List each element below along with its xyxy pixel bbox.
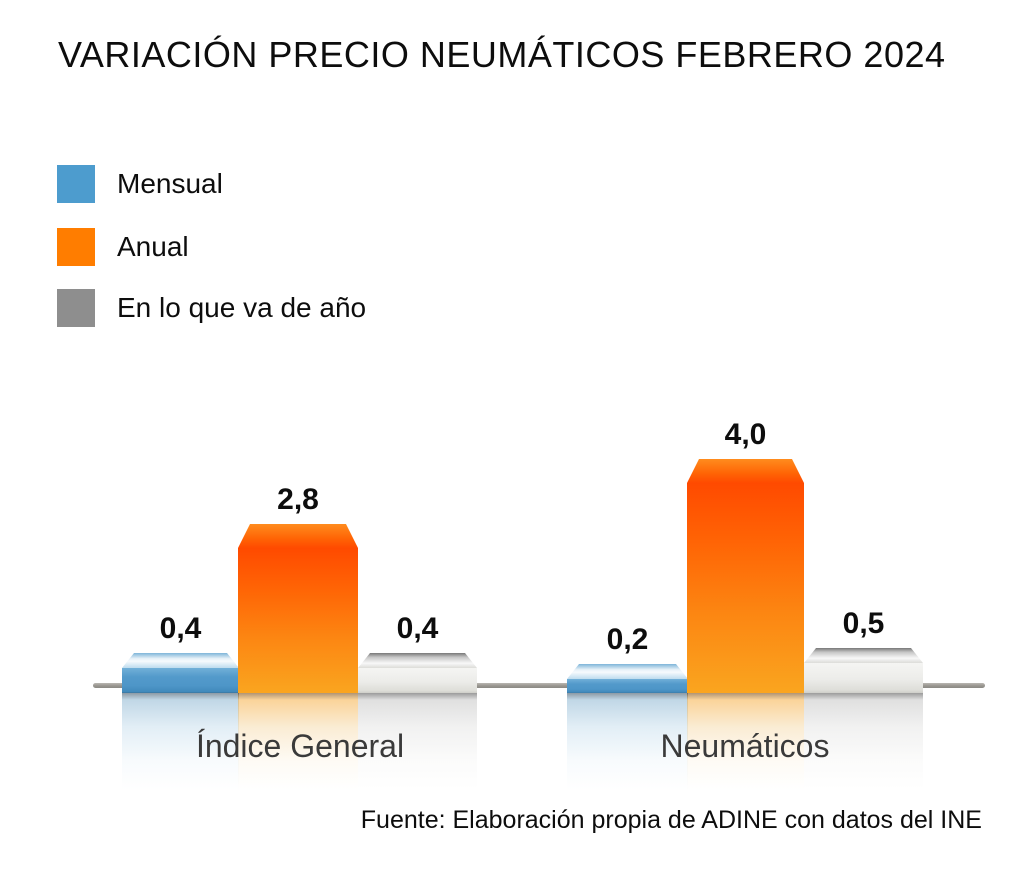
bar-anual-indice-general: 2,8 bbox=[238, 483, 358, 790]
category-label-indice-general: Índice General bbox=[195, 728, 405, 764]
source-note: Fuente: Elaboración propia de ADINE con … bbox=[360, 806, 982, 834]
legend-swatch-en-lo-que-va-de-ano bbox=[57, 289, 95, 327]
bar-value-label: 0,4 bbox=[159, 612, 202, 645]
legend-item-en-lo-que-va-de-ano: En lo que va de año bbox=[57, 288, 366, 328]
x-axis-baseline bbox=[93, 683, 985, 688]
bar-top-face bbox=[687, 459, 804, 483]
bar-value-label: 0,5 bbox=[842, 607, 885, 640]
bar-front-face bbox=[358, 668, 477, 693]
legend-label-mensual: Mensual bbox=[117, 168, 223, 199]
bar-front-face bbox=[567, 679, 688, 693]
page-title: VARIACIÓN PRECIO NEUMÁTICOS FEBRERO 2024 bbox=[58, 34, 946, 75]
bar-value-label: 4,0 bbox=[724, 418, 767, 451]
bar-front-face bbox=[238, 548, 358, 693]
bar-front-face bbox=[122, 668, 239, 693]
bar-mensual-indice-general: 0,4 bbox=[122, 612, 239, 790]
bar-en-lo-que-va-de-ano-indice-general: 0,4 bbox=[358, 612, 477, 790]
legend-item-anual: Anual bbox=[57, 227, 189, 267]
category-label-neumaticos: Neumáticos bbox=[660, 728, 830, 764]
bar-top-face bbox=[122, 653, 239, 668]
legend-label-anual: Anual bbox=[117, 231, 189, 262]
bar-top-face bbox=[358, 653, 477, 668]
bar-en-lo-que-va-de-ano-neumaticos: 0,5 bbox=[804, 607, 923, 790]
bar-front-face bbox=[804, 663, 923, 693]
bar-front-face bbox=[687, 483, 804, 693]
legend-swatch-mensual bbox=[57, 165, 95, 203]
bar-top-face bbox=[804, 648, 923, 663]
bar-value-label: 0,4 bbox=[396, 612, 439, 645]
bar-anual-neumaticos: 4,0 bbox=[687, 418, 804, 790]
bar-mensual-neumaticos: 0,2 bbox=[567, 623, 688, 790]
bar-top-face bbox=[238, 524, 358, 548]
bar-value-label: 0,2 bbox=[606, 623, 649, 656]
bar-value-label: 2,8 bbox=[277, 483, 319, 516]
legend-swatch-anual bbox=[57, 228, 95, 266]
legend-label-en-lo-que-va-de-ano: En lo que va de año bbox=[117, 292, 367, 323]
bar-top-face bbox=[567, 664, 688, 679]
legend-item-mensual: Mensual bbox=[57, 164, 223, 204]
